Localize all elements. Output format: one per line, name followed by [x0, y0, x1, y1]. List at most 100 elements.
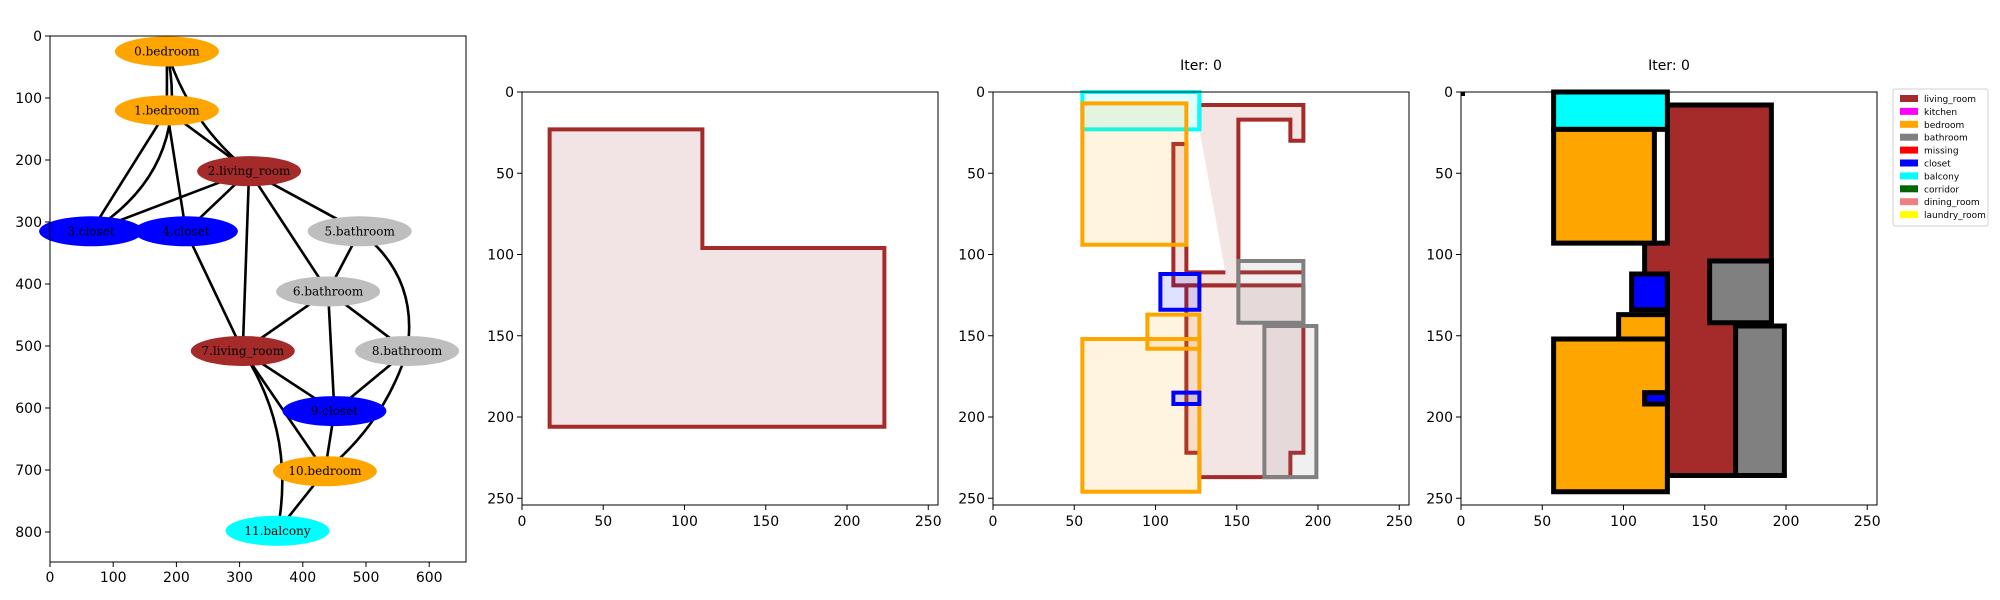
- graph-node: 5.bathroom: [307, 216, 412, 247]
- graph-node: 1.bedroom: [114, 95, 219, 126]
- x-tick-label: 200: [1773, 514, 1800, 530]
- x-tick-label: 50: [1065, 514, 1083, 530]
- graph-node-label: 2.living_room: [208, 164, 291, 178]
- graph-nodes: 0.bedroom 1.bedroom 2.living_room 3.closet 4…: [39, 36, 460, 546]
- iter-rooms: [1080, 90, 1319, 494]
- y-tick-label: 0: [976, 85, 985, 101]
- legend-item: closet: [1900, 159, 1951, 170]
- legend-label: corridor: [1924, 185, 1959, 195]
- graph-node-ellipse: [282, 396, 387, 427]
- graph-panel: 0.bedroom 1.bedroom 2.living_room 3.closet 4…: [15, 29, 467, 586]
- iter-axes-frame: [992, 91, 1410, 506]
- legend-swatch: [1900, 146, 1918, 154]
- legend-item: bedroom: [1900, 120, 1964, 131]
- y-tick-label: 100: [15, 91, 42, 107]
- graph-edge: [90, 51, 174, 233]
- iter-room-bathroom: [1262, 324, 1319, 480]
- final-room-closet: [1629, 271, 1670, 313]
- y-tick-label: 250: [958, 491, 985, 507]
- graph-node: 9.closet: [282, 396, 387, 427]
- y-tick-label: 700: [15, 463, 42, 479]
- y-tick-label: 150: [487, 329, 514, 345]
- y-tick-label: 250: [1426, 491, 1453, 507]
- iter-room-closet: [1158, 272, 1202, 312]
- x-tick-label: 150: [752, 514, 779, 530]
- graph-node-ellipse: [272, 456, 377, 487]
- graph-edge: [165, 110, 188, 232]
- x-tick-label: 250: [1386, 514, 1413, 530]
- graph-node-ellipse: [197, 156, 302, 187]
- graph-node: 2.living_room: [197, 156, 302, 187]
- graph-node: 6.bathroom: [276, 276, 381, 307]
- x-tick-label: 0: [1457, 514, 1466, 530]
- y-tick-label: 100: [958, 248, 985, 264]
- x-tick-label: 100: [1610, 514, 1637, 530]
- final-rooms: [1551, 89, 1787, 495]
- final-panel: Iter: 0 0 50 100 150 200 250 0 50 100 150 200 250: [1426, 58, 1880, 530]
- legend-label: living_room: [1924, 95, 1976, 105]
- x-tick-label: 200: [1305, 514, 1332, 530]
- graph-node-label: 1.bedroom: [134, 103, 200, 117]
- legend-item: corridor: [1900, 185, 1959, 195]
- legend-swatch: [1900, 159, 1918, 167]
- legend-item: dining_room: [1900, 198, 1980, 208]
- graph-node-label: 5.bathroom: [324, 224, 395, 238]
- graph-edge: [184, 230, 244, 352]
- final-room-bedroom: [1551, 126, 1657, 246]
- boundary-y-ticks: 0 50 100 150 200 250: [487, 85, 522, 507]
- y-tick-label: 200: [958, 410, 985, 426]
- iter-living-room: [1171, 103, 1306, 288]
- graph-node-ellipse: [307, 216, 412, 247]
- x-tick-label: 400: [289, 570, 316, 586]
- final-axes-frame: [1460, 91, 1878, 506]
- y-tick-label: 50: [1435, 166, 1453, 182]
- graph-node-label: 6.bathroom: [293, 284, 364, 298]
- graph-node: 10.bedroom: [272, 456, 377, 487]
- graph-node-label: 3.closet: [67, 224, 114, 238]
- final-room-balcony: [1551, 89, 1670, 132]
- iter-room-closet: [1171, 390, 1202, 406]
- legend-item: laundry_room: [1900, 211, 1986, 221]
- graph-node-ellipse: [276, 276, 381, 307]
- x-tick-label: 100: [100, 570, 127, 586]
- final-room-bedroom: [1551, 336, 1670, 495]
- legend-label: bathroom: [1924, 134, 1968, 144]
- x-tick-label: 0: [989, 514, 998, 530]
- graph-x-ticks: 0 100 200 300 400 500 600: [46, 562, 443, 586]
- graph-node-label: 10.bedroom: [288, 464, 362, 478]
- x-tick-label: 150: [1691, 514, 1718, 530]
- legend-swatch: [1900, 107, 1918, 115]
- legend-label: laundry_room: [1924, 211, 1986, 221]
- final-y-ticks: 0 50 100 150 200 250: [1426, 85, 1461, 507]
- graph-axes-frame: [49, 35, 467, 563]
- iter-x-ticks: 0 50 100 150 200 250: [989, 505, 1413, 530]
- x-tick-label: 100: [1142, 514, 1169, 530]
- graph-node: 7.living_room: [190, 335, 295, 366]
- graph-node-ellipse: [133, 216, 238, 247]
- y-tick-label: 150: [958, 329, 985, 345]
- legend-swatch: [1900, 198, 1918, 206]
- y-tick-label: 100: [1426, 248, 1453, 264]
- boundary-panel: 0 50 100 150 200 250 0 50 100 150 200 250: [487, 85, 941, 530]
- iter-room-bedroom: [1080, 101, 1189, 247]
- boundary-x-ticks: 0 50 100 150 200 250: [518, 505, 942, 530]
- x-tick-label: 250: [1854, 514, 1881, 530]
- iter-room-balcony: [1080, 90, 1202, 132]
- graph-node: 11.balcony: [225, 515, 330, 546]
- graph-node-label: 7.living_room: [201, 344, 284, 358]
- x-tick-label: 100: [671, 514, 698, 530]
- origin-marker: [1461, 92, 1465, 96]
- graph-node: 0.bedroom: [114, 36, 219, 67]
- legend-item: balcony: [1900, 172, 1960, 182]
- graph-edge: [247, 170, 330, 293]
- x-tick-label: 200: [834, 514, 861, 530]
- graph-node-label: 4.closet: [162, 224, 209, 238]
- graph-node-ellipse: [114, 95, 219, 126]
- graph-node: 4.closet: [133, 216, 238, 247]
- legend-label: closet: [1924, 160, 1951, 170]
- legend-label: dining_room: [1924, 198, 1980, 208]
- legend-label: bedroom: [1924, 121, 1964, 131]
- graph-y-ticks: 0 100 200 300 400 500 600 700 800: [15, 29, 50, 541]
